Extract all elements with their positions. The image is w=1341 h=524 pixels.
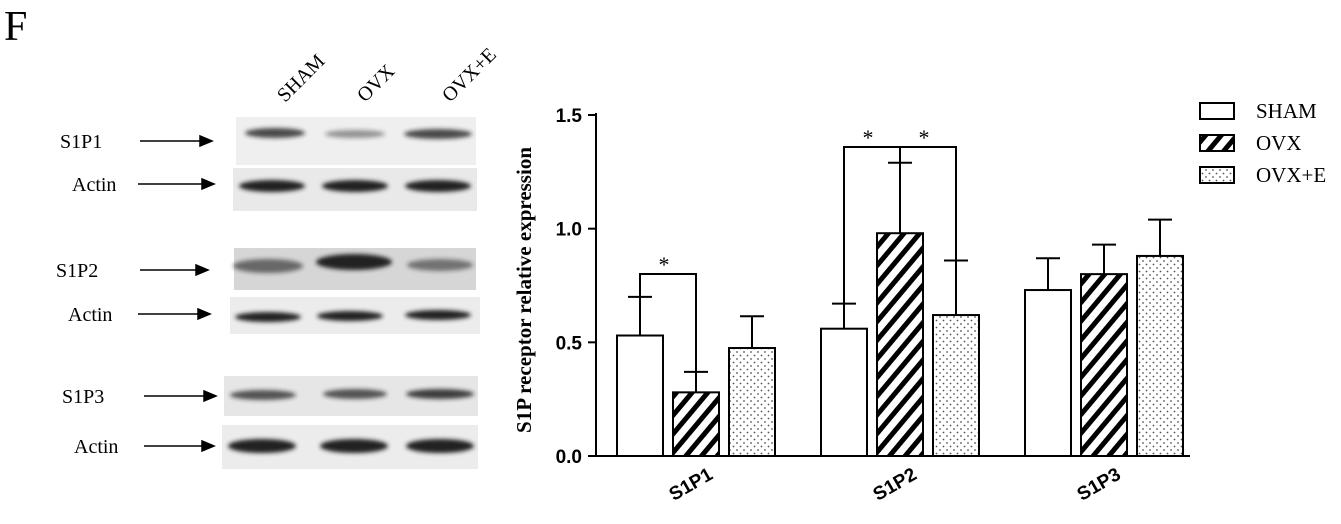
significance-label: * [863, 125, 874, 150]
western-blot [138, 117, 480, 469]
legend-label: SHAM [1256, 99, 1317, 123]
bar [672, 391, 720, 458]
error-bar [628, 295, 652, 336]
bar [728, 347, 776, 457]
row-label: S1P3 [62, 386, 104, 408]
significance-bracket [639, 273, 697, 372]
blot-strip [236, 117, 476, 165]
significance-label: * [659, 252, 670, 277]
error-bar [1092, 243, 1116, 275]
lane-label: SHAM [273, 50, 330, 107]
error-bar [888, 161, 912, 234]
bar [820, 327, 868, 457]
y-tick-label: 0.0 [556, 447, 582, 468]
error-bar [1148, 218, 1172, 256]
bar [1136, 254, 1184, 457]
panel-label: F [4, 4, 27, 50]
error-bar [832, 302, 856, 329]
row-label: Actin [68, 304, 112, 326]
x-tick-label: S1P2 [870, 464, 921, 505]
bar [932, 314, 980, 458]
arrows [138, 134, 218, 453]
bar [876, 232, 924, 457]
y-axis-label: S1P receptor relative expression [512, 147, 536, 433]
bands [228, 128, 474, 453]
legend-label: OVX+E [1256, 163, 1326, 187]
error-bar [684, 370, 708, 393]
legend-swatch [1199, 166, 1235, 184]
error-bar [1036, 257, 1060, 291]
error-bar [740, 315, 764, 349]
legend-swatch [1199, 134, 1235, 152]
y-tick-label: 1.5 [556, 106, 583, 127]
row-label: S1P1 [60, 131, 102, 153]
legend-label: OVX [1256, 131, 1302, 155]
error-bar [944, 259, 968, 316]
bar [1024, 289, 1072, 457]
x-tick-label: S1P1 [666, 464, 717, 506]
bar [1080, 273, 1128, 457]
x-tick-label: S1P3 [1074, 464, 1125, 505]
significance-bracket [899, 146, 957, 261]
legend-swatch [1199, 102, 1235, 120]
lane-label: OVX [353, 60, 400, 107]
y-tick-label: 1.0 [556, 220, 582, 241]
significance-label: * [919, 125, 930, 150]
lane-label: OVX+E [438, 44, 501, 107]
row-label: Actin [72, 174, 116, 196]
row-label: S1P2 [56, 260, 98, 282]
bar [616, 334, 664, 457]
row-label: Actin [74, 436, 118, 458]
y-tick-label: 0.5 [556, 333, 583, 354]
